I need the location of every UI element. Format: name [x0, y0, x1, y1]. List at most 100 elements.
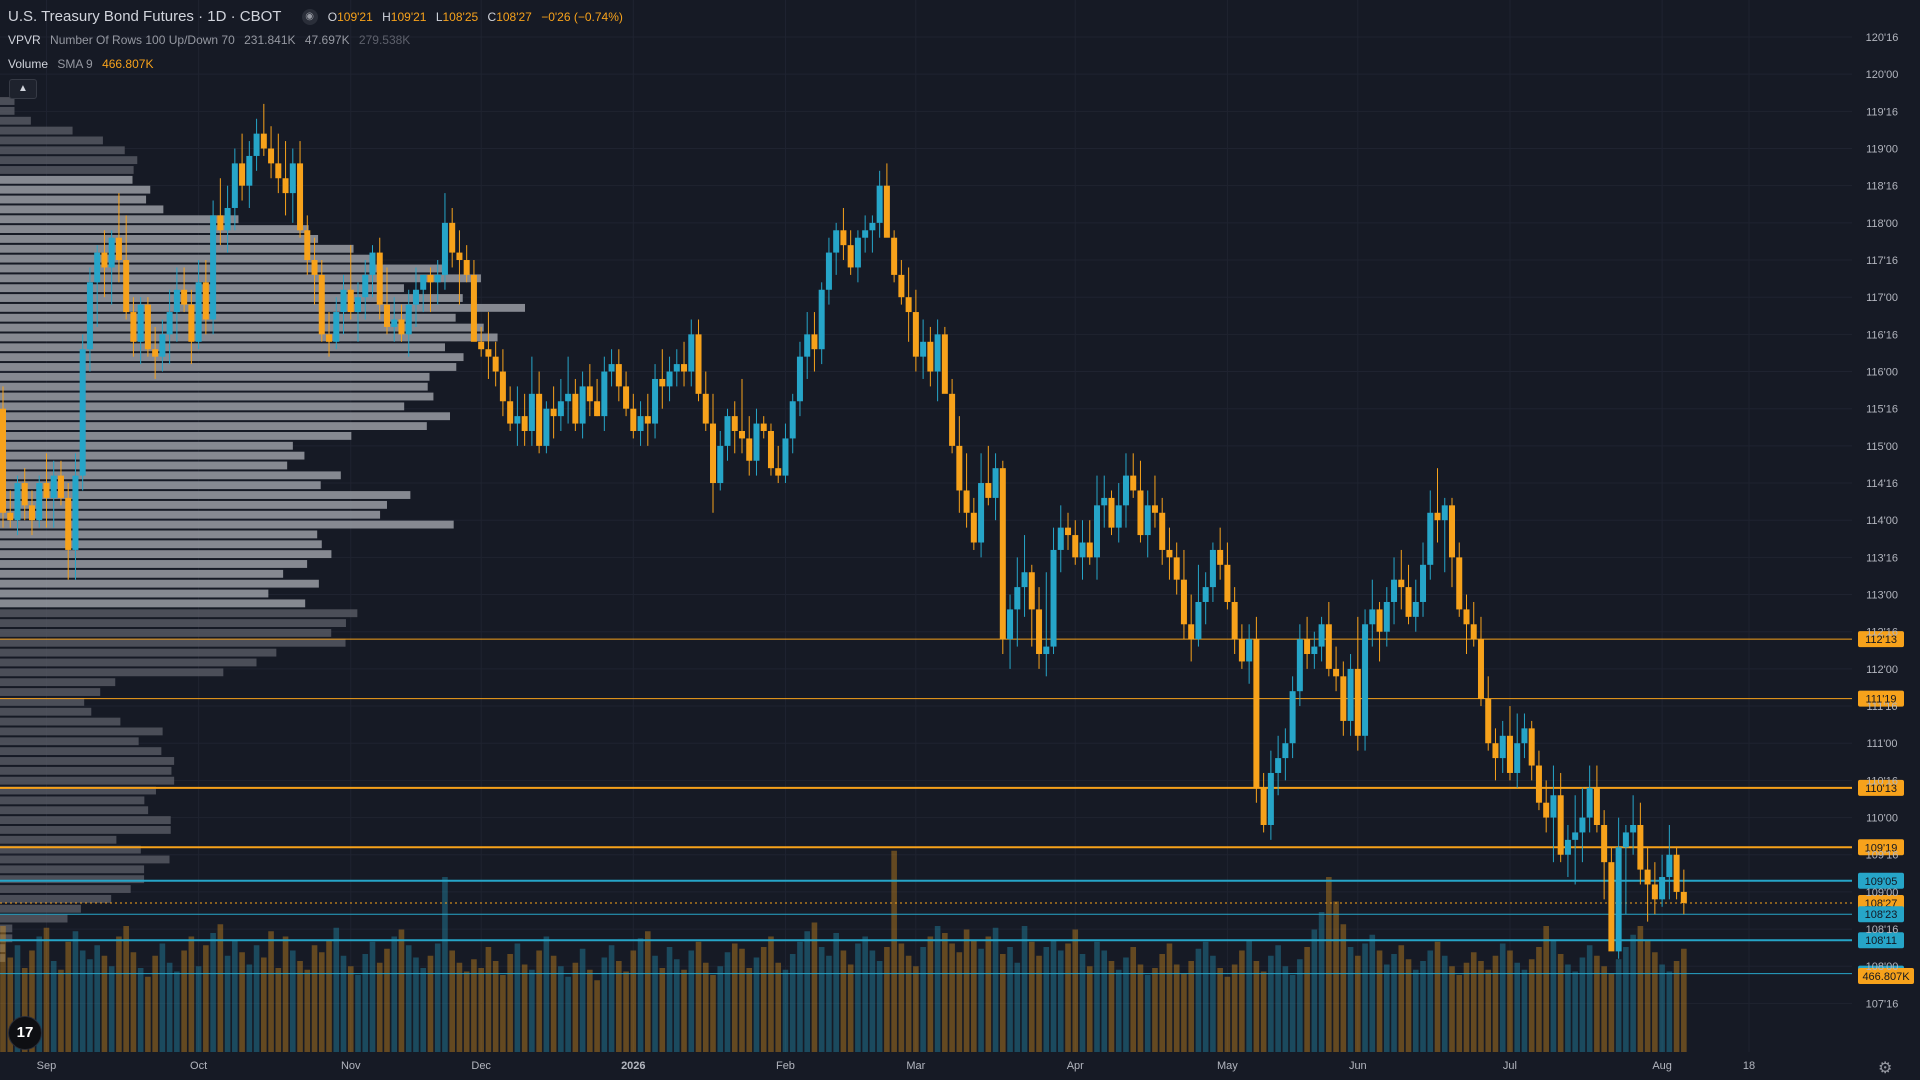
volume-bar [913, 966, 919, 1052]
volume-bar [1615, 959, 1622, 1052]
volume-bar [1108, 961, 1115, 1052]
volume-bar [29, 950, 35, 1052]
price-level-label: 111'19 [1865, 694, 1896, 706]
candle-body [1383, 601, 1390, 632]
price-level-label: 109'19 [1865, 842, 1898, 854]
candle-body [405, 304, 412, 335]
volume-bar [500, 975, 506, 1052]
candle-body [181, 289, 188, 305]
eye-icon[interactable]: ◉ [301, 9, 318, 26]
volume-bar [1289, 975, 1296, 1052]
volume-bar [166, 962, 173, 1052]
y-tick-label: 112'00 [1866, 664, 1898, 676]
price-level-tag [1858, 631, 1904, 648]
volume-bar [471, 959, 477, 1052]
volume-bar [326, 940, 332, 1052]
price-axis[interactable]: 120'16 120'00 119'16 119'00 118'16 118'00 117'… [1866, 32, 1899, 1010]
candle-body [1333, 668, 1340, 677]
profile-row [0, 865, 145, 874]
volume-bar [659, 968, 666, 1052]
volume-bar [1275, 945, 1281, 1052]
y-tick-label: 115'00 [1866, 441, 1898, 453]
candle-body [268, 148, 275, 164]
candle-body [441, 222, 448, 275]
volume-bar [826, 955, 832, 1052]
time-axis[interactable]: Sep Oct Nov Dec 2026 Feb Mar Apr May Jun Jul Aug 18 [37, 1060, 1755, 1072]
volume-bar [1528, 959, 1535, 1052]
tradingview-logo[interactable]: 17 [8, 1016, 42, 1050]
volume-name[interactable]: Volume [8, 57, 49, 71]
volume-bar [145, 976, 151, 1052]
candle-body [347, 289, 354, 313]
candle-body [434, 274, 441, 283]
candle-body [1311, 646, 1318, 655]
volume-bar [601, 957, 608, 1052]
symbol-legend[interactable]: U.S. Treasury Bond Futures · 1D · CBOT ◉… [8, 8, 635, 26]
profile-row [0, 599, 306, 608]
candle-body [862, 230, 869, 238]
vpvr-legend[interactable]: VPVR Number Of Rows 100 Up/Down 70 231.8… [8, 33, 416, 47]
y-tick-label: 112'16 [1866, 627, 1898, 639]
candle-body [1477, 639, 1484, 699]
volume-bar [521, 964, 528, 1052]
volume-bar [1355, 955, 1361, 1052]
volume-bar [282, 936, 289, 1052]
candle-body [594, 401, 601, 417]
volume-bar [1246, 940, 1252, 1052]
volume-bar [427, 955, 434, 1052]
candle-body [688, 334, 695, 372]
candle-body [1209, 549, 1216, 588]
volume-bar [1173, 964, 1180, 1052]
volume-bar [1398, 945, 1405, 1052]
volume-bar [159, 943, 166, 1052]
y-tick-label: 116'00 [1866, 367, 1898, 379]
profile-row [0, 323, 484, 332]
candle-body [992, 468, 999, 498]
volume-bar [1347, 947, 1354, 1052]
volume-bar [1253, 961, 1260, 1052]
volume-bar [1297, 959, 1303, 1052]
volume-legend[interactable]: Volume SMA 9 466.807K [8, 57, 159, 71]
candle-body [1376, 609, 1383, 632]
vpvr-name[interactable]: VPVR [8, 33, 41, 47]
candle-body [1238, 639, 1245, 662]
volume-bar [203, 945, 209, 1052]
candle-body [57, 475, 64, 498]
y-tick-label: 116'16 [1866, 329, 1898, 341]
candle-body [1065, 527, 1072, 536]
symbol-title[interactable]: U.S. Treasury Bond Futures · 1D · CBOT [8, 8, 282, 25]
candle-body [7, 512, 14, 521]
y-tick-label: 119'00 [1866, 144, 1898, 156]
candle-body [963, 490, 970, 513]
candle-body [1231, 601, 1238, 640]
gear-icon[interactable]: ⚙ [1878, 1060, 1893, 1077]
candle-body [1528, 728, 1535, 766]
profile-row [0, 106, 15, 115]
candle-body [1463, 609, 1470, 625]
chevron-up-icon[interactable]: ▲ [9, 79, 37, 99]
candle-body [796, 356, 803, 402]
profile-row [0, 205, 164, 214]
volume-bar [355, 975, 361, 1052]
volume-bar [739, 948, 745, 1052]
volume-bar [862, 936, 868, 1052]
volume-bar [1318, 912, 1325, 1052]
profile-row [0, 717, 121, 726]
volume-bar [608, 945, 615, 1052]
volume-bar [1014, 962, 1021, 1052]
candle-body [376, 252, 383, 305]
volume-bar [420, 968, 427, 1052]
candle-body [760, 423, 767, 431]
candle-body [282, 178, 289, 194]
volume-bar [1152, 968, 1158, 1052]
volume-bar [884, 947, 890, 1052]
volume-bar [1470, 952, 1477, 1052]
volume-bar [217, 924, 224, 1052]
candle-body [43, 483, 50, 498]
profile-row [0, 353, 464, 362]
candle-body [1441, 505, 1448, 521]
y-tick-label: 117'00 [1866, 292, 1898, 304]
candle-body [1159, 512, 1166, 550]
candle-body [579, 386, 586, 424]
